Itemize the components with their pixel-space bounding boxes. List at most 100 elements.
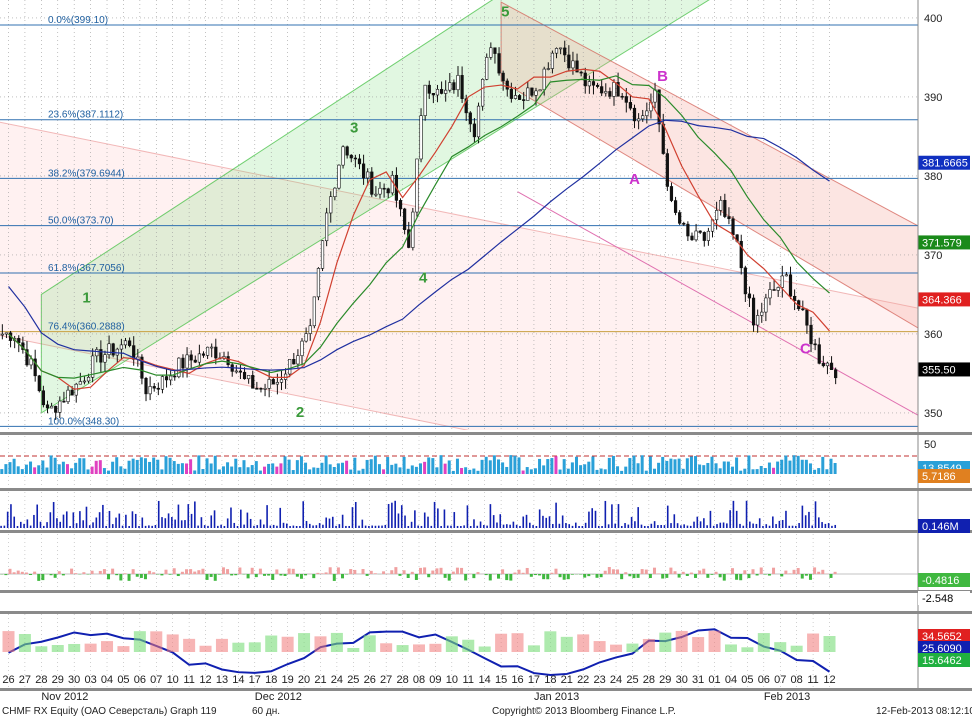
- volume-bar: [584, 522, 587, 528]
- indicator-bar: [45, 467, 49, 474]
- candle-body: [275, 382, 279, 385]
- candle-body: [513, 95, 518, 99]
- candle-body: [345, 146, 349, 156]
- candle-body: [809, 324, 813, 345]
- volume-bar: [19, 521, 22, 528]
- candle-body: [661, 123, 665, 154]
- candle-body: [821, 363, 825, 367]
- volume-bar: [791, 525, 794, 528]
- volume-bar: [440, 526, 442, 528]
- indicator-bar: [751, 469, 755, 474]
- indicator-bar: [669, 458, 673, 474]
- dmi-area: [298, 633, 311, 652]
- wave-label: A: [629, 171, 640, 188]
- macd-bar: [542, 574, 546, 580]
- macd-bar: [829, 574, 833, 578]
- indicator-bar: [320, 462, 324, 474]
- x-tick-label: 11: [463, 674, 474, 686]
- dmi-area: [495, 633, 508, 652]
- dmi-area: [659, 632, 672, 652]
- fib-label: 0.0%(399.10): [48, 15, 108, 26]
- candle-body: [374, 193, 378, 196]
- volume-bar: [371, 525, 373, 528]
- candle-body: [169, 375, 173, 381]
- macd-bar: [193, 571, 197, 574]
- dmi-area: [183, 638, 196, 652]
- x-tick-label: 26: [364, 674, 376, 686]
- indicator-bar: [562, 459, 566, 474]
- volume-bar: [785, 510, 787, 528]
- dmi-area: [330, 632, 343, 652]
- dmi-line: [8, 628, 831, 676]
- candle-body: [604, 91, 608, 94]
- candle-body: [489, 47, 493, 58]
- volume-bar: [368, 525, 370, 528]
- candle-body: [123, 340, 128, 346]
- indicator-bar: [447, 460, 451, 474]
- indicator-bar: [24, 464, 28, 474]
- indicator-bar: [115, 457, 119, 474]
- macd-bar: [427, 574, 431, 578]
- volume-bar: [384, 524, 387, 528]
- indicator-bar: [681, 468, 685, 474]
- macd-bar: [603, 570, 607, 574]
- macd-bar: [419, 567, 422, 574]
- indicator-bar: [221, 466, 225, 474]
- macd-bar: [644, 569, 648, 574]
- macd-bar: [460, 567, 464, 574]
- panel-separator: [0, 688, 972, 691]
- volume-bar: [190, 513, 193, 528]
- indicator-bar: [61, 461, 65, 474]
- indicator-bar: [193, 470, 197, 474]
- macd-bar: [49, 574, 53, 576]
- indicator-value-label: -0.4816: [922, 575, 959, 587]
- volume-bar: [765, 524, 768, 528]
- candle-body: [546, 68, 550, 70]
- candle-body: [144, 377, 148, 395]
- candle-body: [595, 84, 600, 87]
- indicator-bar: [833, 463, 837, 474]
- price-value-label: 371.579: [922, 237, 962, 249]
- volume-bar: [52, 502, 55, 528]
- volume-bar: [423, 512, 426, 528]
- macd-bar: [632, 574, 636, 579]
- x-tick-label: 16: [511, 674, 523, 686]
- dmi-area: [462, 639, 475, 652]
- macd-bar: [406, 574, 410, 579]
- candle-body: [756, 315, 760, 326]
- macd-bar: [808, 574, 812, 580]
- macd-bar: [41, 574, 45, 581]
- volume-bar: [512, 521, 515, 528]
- volume-bar: [742, 525, 745, 528]
- volume-bar: [469, 526, 472, 528]
- volume-bar: [249, 518, 252, 528]
- indicator-bar: [267, 463, 271, 474]
- candle-body: [715, 210, 719, 221]
- volume-bar: [141, 517, 144, 528]
- volume-bar: [666, 505, 669, 528]
- macd-bar: [394, 567, 398, 574]
- x-tick-label: 27: [380, 674, 392, 686]
- volume-bar: [552, 523, 554, 528]
- candle-body: [813, 343, 817, 346]
- indicator-bar: [324, 455, 328, 474]
- volume-bar: [177, 504, 180, 528]
- volume-bar: [443, 509, 446, 528]
- price-value-box: [918, 362, 970, 377]
- macd-bar: [61, 574, 65, 576]
- indicator-bar: [829, 458, 833, 474]
- indicator-bar: [525, 467, 529, 474]
- volume-bar: [253, 525, 255, 528]
- indicator-bar: [702, 465, 706, 474]
- volume-bar: [752, 523, 754, 528]
- indicator-bar: [468, 469, 472, 474]
- candle-body: [333, 187, 337, 197]
- volume-bar: [634, 521, 636, 528]
- indicator-bar: [258, 470, 262, 474]
- volume-bar: [102, 504, 104, 528]
- dmi-area: [823, 636, 836, 652]
- volume-bar: [95, 517, 98, 528]
- volume-bar: [542, 515, 544, 528]
- dmi-area: [51, 645, 64, 652]
- ma-long: [8, 119, 830, 372]
